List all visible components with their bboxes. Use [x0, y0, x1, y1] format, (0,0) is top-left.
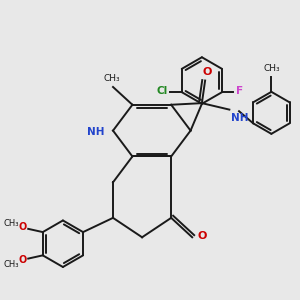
Text: CH₃: CH₃ [263, 64, 280, 74]
Text: CH₃: CH₃ [103, 74, 120, 83]
Text: O: O [18, 255, 27, 265]
Text: NH: NH [231, 113, 248, 124]
Text: CH₃: CH₃ [4, 260, 20, 269]
Text: Cl: Cl [157, 85, 168, 95]
Text: NH: NH [87, 127, 105, 137]
Text: CH₃: CH₃ [4, 218, 20, 227]
Text: O: O [202, 67, 211, 76]
Text: O: O [197, 231, 206, 241]
Text: F: F [236, 85, 243, 95]
Text: O: O [18, 222, 27, 232]
